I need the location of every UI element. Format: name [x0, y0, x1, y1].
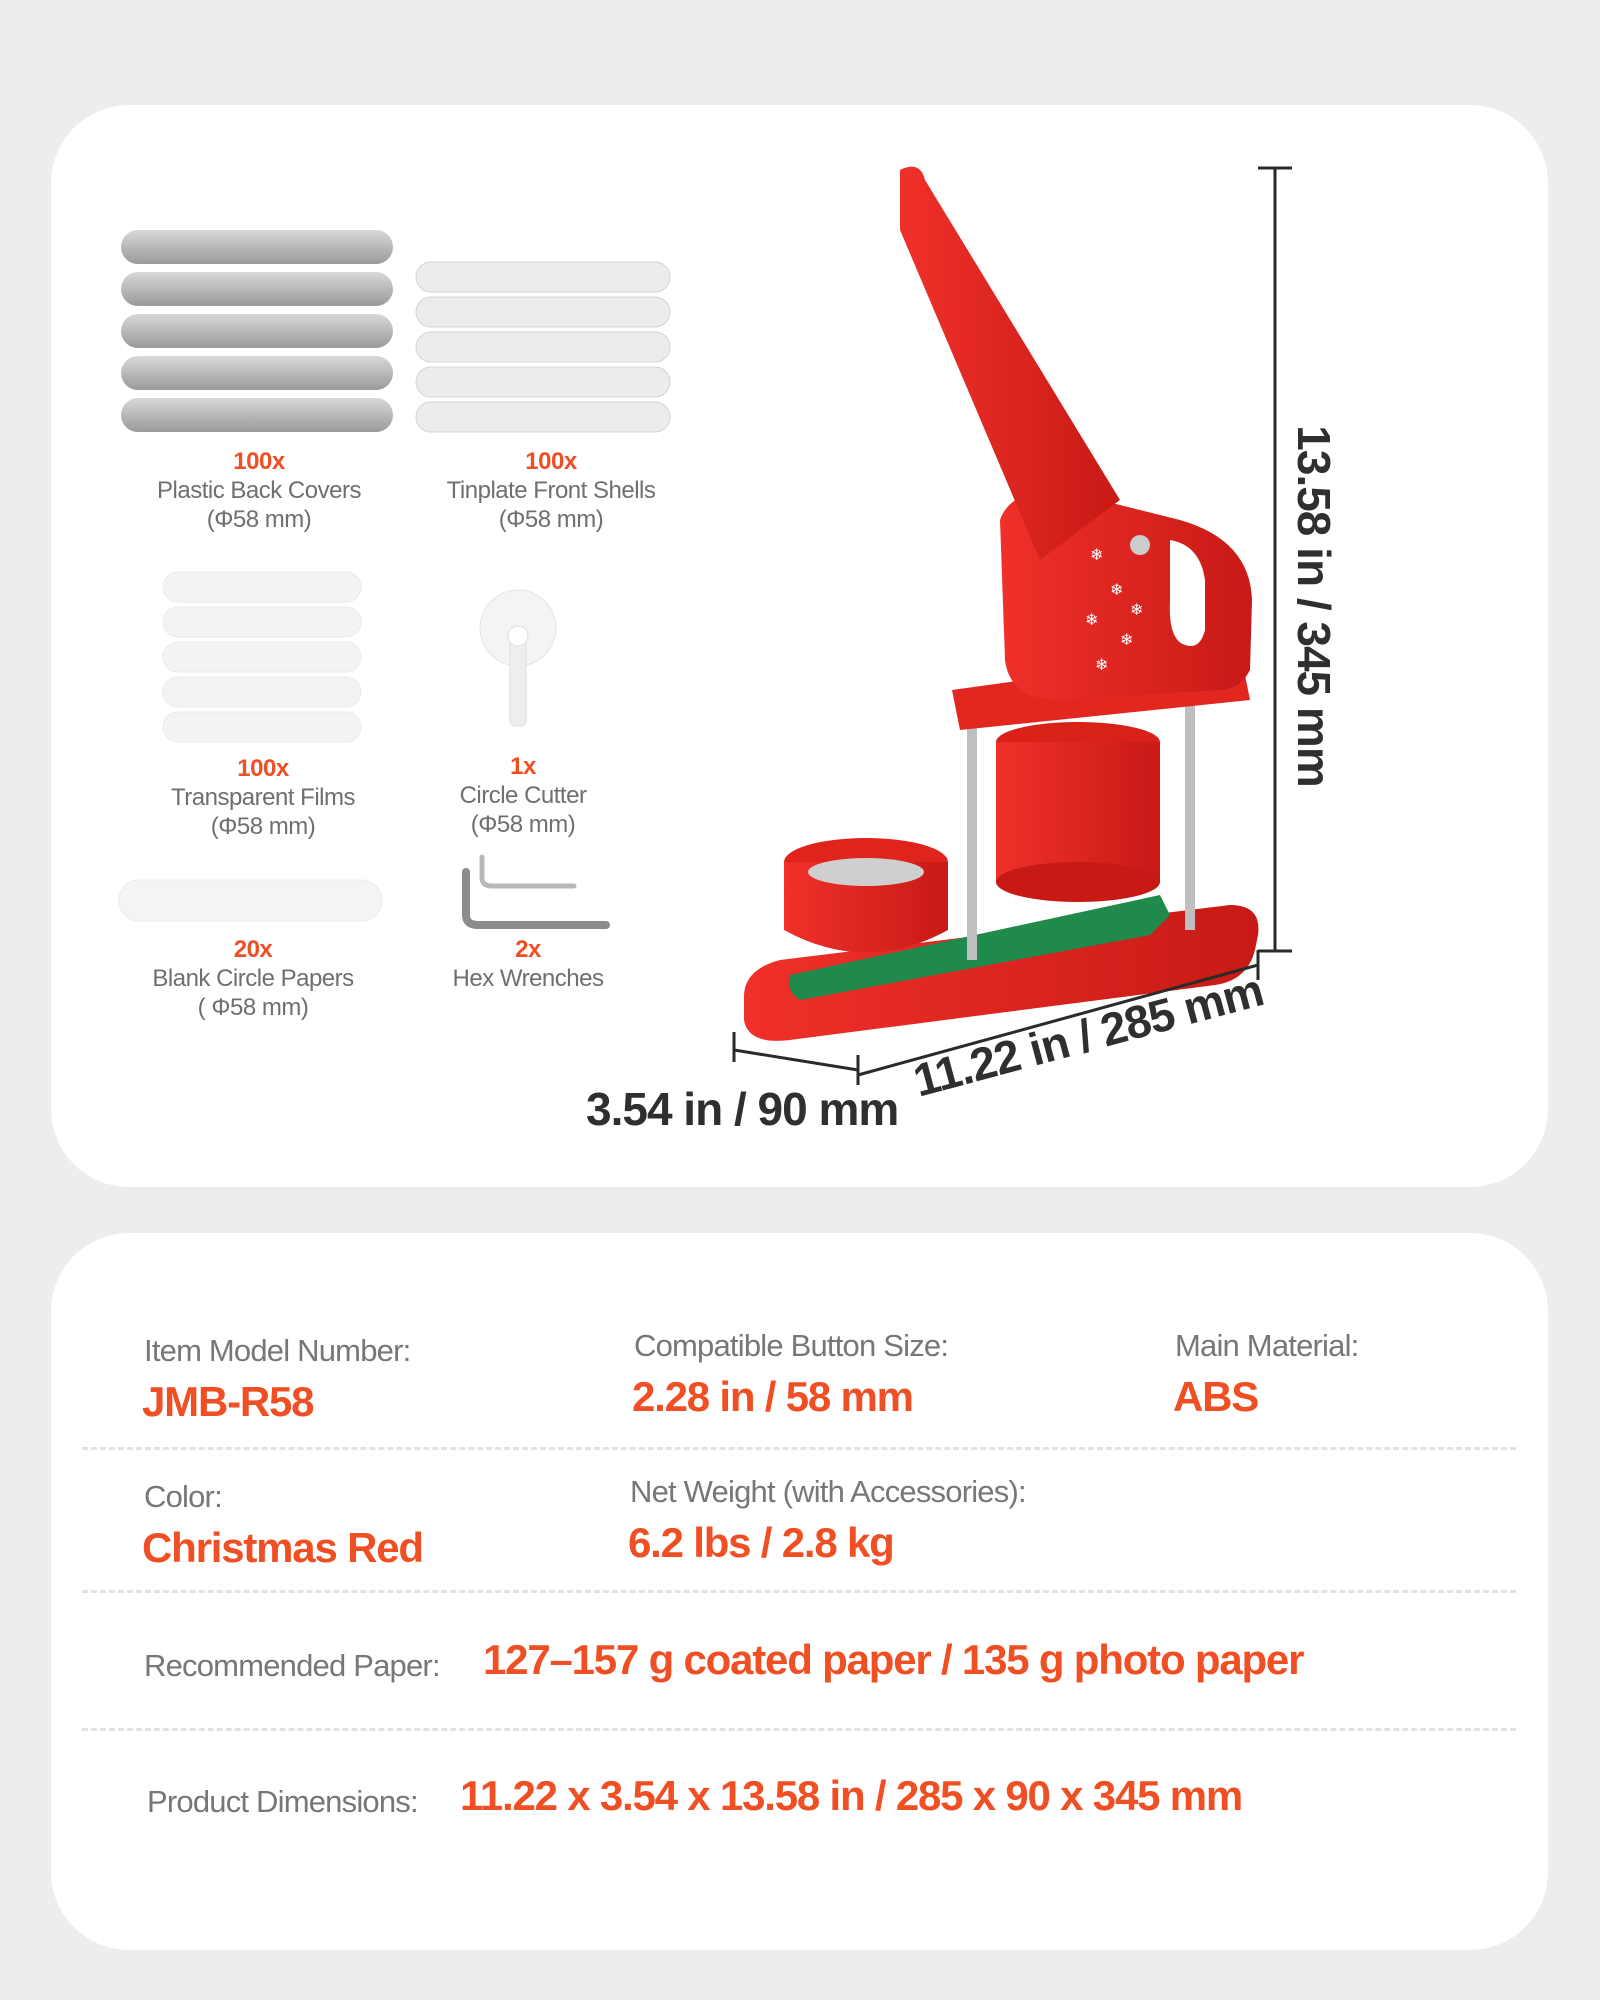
dimension-lines — [732, 166, 1292, 1085]
circle-cutter-image — [479, 589, 557, 727]
accessory-tinplate-front-shells: 100x Tinplate Front Shells (Φ58 mm) — [447, 448, 656, 534]
accessory-name: Transparent Films — [171, 784, 356, 811]
product-dimensions-label: Product Dimensions: — [147, 1784, 419, 1819]
svg-text:❄: ❄ — [1095, 657, 1108, 674]
divider — [82, 1590, 1516, 1593]
width-dimension-label: 3.54 in / 90 mm — [586, 1083, 899, 1135]
accessory-plastic-back-covers: 100x Plastic Back Covers (Φ58 mm) — [157, 448, 361, 534]
svg-text:❄: ❄ — [1085, 612, 1098, 629]
hex-wrenches-image — [462, 854, 610, 929]
blank-circle-papers-image — [118, 879, 383, 922]
product-dimensions-value: 11.22 x 3.54 x 13.58 in / 285 x 90 x 345… — [460, 1772, 1243, 1819]
accessory-size: (Φ58 mm) — [206, 506, 312, 533]
snowflake-decoration-icon: ❄ ❄ ❄ ❄ ❄ ❄ — [1085, 547, 1143, 674]
accessory-blank-circle-papers: 20x Blank Circle Papers ( Φ58 mm) — [152, 936, 354, 1022]
accessory-qty: 100x — [233, 448, 285, 475]
paper-label: Recommended Paper: — [144, 1648, 441, 1683]
accessory-size: (Φ58 mm) — [470, 811, 576, 838]
button-size-label: Compatible Button Size: — [634, 1328, 949, 1363]
product-illustrations: ❄ ❄ ❄ ❄ ❄ ❄ — [118, 166, 1292, 1085]
accessory-name: Tinplate Front Shells — [446, 477, 656, 504]
button-maker-machine-image: ❄ ❄ ❄ ❄ ❄ ❄ — [743, 166, 1259, 1041]
weight-value: 6.2 lbs / 2.8 kg — [628, 1519, 895, 1566]
model-value: JMB-R58 — [142, 1378, 315, 1425]
accessory-transparent-films: 100x Transparent Films (Φ58 mm) — [171, 755, 356, 841]
accessory-circle-cutter: 1x Circle Cutter (Φ58 mm) — [460, 753, 587, 839]
accessory-qty: 100x — [237, 755, 289, 782]
divider — [82, 1728, 1516, 1731]
accessory-size: (Φ58 mm) — [210, 813, 316, 840]
tinplate-front-shells-image — [415, 261, 671, 433]
accessory-qty: 100x — [525, 448, 577, 475]
material-label: Main Material: — [1175, 1328, 1359, 1363]
accessory-hex-wrenches: 2x Hex Wrenches — [453, 936, 604, 993]
material-value: ABS — [1173, 1373, 1259, 1420]
accessory-qty: 1x — [510, 753, 536, 780]
accessory-size: (Φ58 mm) — [498, 506, 604, 533]
svg-text:❄: ❄ — [1130, 602, 1143, 619]
accessory-name: Hex Wrenches — [452, 965, 604, 992]
accessory-size: ( Φ58 mm) — [197, 994, 309, 1021]
weight-label: Net Weight (with Accessories): — [630, 1474, 1027, 1509]
accessory-name: Circle Cutter — [459, 782, 587, 809]
svg-text:❄: ❄ — [1090, 547, 1103, 564]
svg-text:❄: ❄ — [1110, 582, 1123, 599]
accessory-qty: 2x — [515, 936, 541, 963]
height-dimension-label: 13.58 in / 345 mm — [1288, 425, 1340, 787]
transparent-films-image — [162, 571, 362, 743]
accessory-name: Plastic Back Covers — [157, 477, 361, 504]
model-label: Item Model Number: — [144, 1333, 411, 1368]
svg-text:❄: ❄ — [1120, 632, 1133, 649]
accessory-qty: 20x — [233, 936, 273, 963]
accessory-name: Blank Circle Papers — [152, 965, 354, 992]
divider — [82, 1447, 1516, 1450]
color-label: Color: — [144, 1479, 223, 1514]
plastic-back-covers-image — [121, 230, 393, 432]
paper-value: 127–157 g coated paper / 135 g photo pap… — [483, 1636, 1304, 1683]
button-size-value: 2.28 in / 58 mm — [632, 1373, 914, 1420]
color-value: Christmas Red — [142, 1524, 424, 1571]
